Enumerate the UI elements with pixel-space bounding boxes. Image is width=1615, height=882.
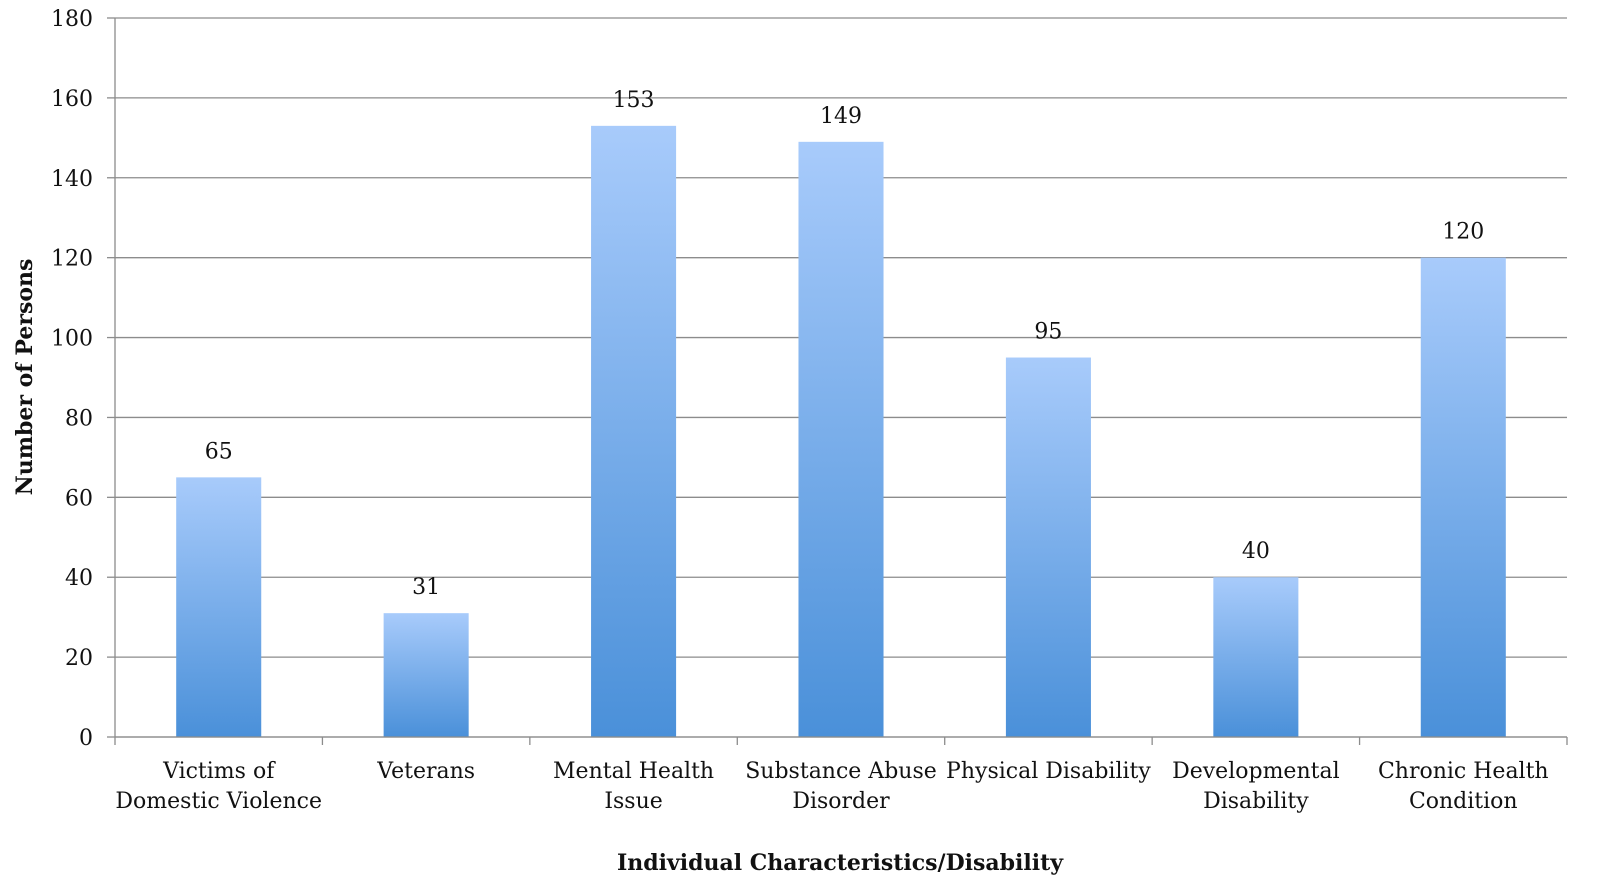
- y-tick-label: 20: [65, 646, 93, 671]
- x-tick-label: Disorder: [792, 789, 890, 814]
- y-tick-label: 160: [51, 87, 93, 112]
- data-label: 65: [205, 439, 233, 464]
- bar: [798, 141, 884, 738]
- y-tick-label: 60: [65, 486, 93, 511]
- x-tick-label: Veterans: [376, 759, 475, 784]
- data-label: 120: [1442, 220, 1484, 245]
- x-tick-label: Issue: [604, 789, 662, 814]
- x-tick-label: Disability: [1203, 789, 1309, 814]
- y-tick-label: 80: [65, 406, 93, 431]
- y-tick-label: 120: [51, 247, 93, 272]
- x-tick-label: Domestic Violence: [115, 789, 322, 814]
- y-tick-label: 180: [51, 7, 93, 32]
- data-label: 40: [1242, 539, 1270, 564]
- data-label: 149: [820, 104, 862, 129]
- bar: [1213, 577, 1299, 737]
- y-tick-label: 100: [51, 327, 93, 352]
- data-label: 95: [1034, 320, 1062, 345]
- bar: [383, 613, 469, 737]
- bars: [176, 125, 1506, 738]
- axes: [107, 17, 1568, 745]
- y-tick-label: 40: [65, 566, 93, 591]
- y-tick-label: 140: [51, 167, 93, 192]
- bar: [176, 477, 262, 737]
- bar: [591, 125, 677, 738]
- x-tick-label: Chronic Health: [1378, 759, 1549, 784]
- labels: 0 20 40 60 80 100 120 140 160 180 65 Victims of Dome…: [51, 7, 1549, 814]
- x-tick-label: Mental Health: [553, 759, 714, 784]
- x-tick-label: Victims of: [162, 759, 276, 784]
- x-tick-label: Physical Disability: [946, 759, 1151, 784]
- y-tick-label: 0: [79, 726, 93, 751]
- data-label: 31: [412, 575, 440, 600]
- x-tick-label: Developmental: [1172, 759, 1340, 784]
- x-tick-label: Substance Abuse: [745, 759, 937, 784]
- x-tick-label: Condition: [1409, 789, 1518, 814]
- bar: [1005, 357, 1091, 737]
- data-label: 153: [613, 88, 655, 113]
- bar: [1420, 257, 1506, 737]
- y-axis-title: Number of Persons: [12, 259, 38, 496]
- x-axis-title: Individual Characteristics/Disability: [617, 850, 1064, 876]
